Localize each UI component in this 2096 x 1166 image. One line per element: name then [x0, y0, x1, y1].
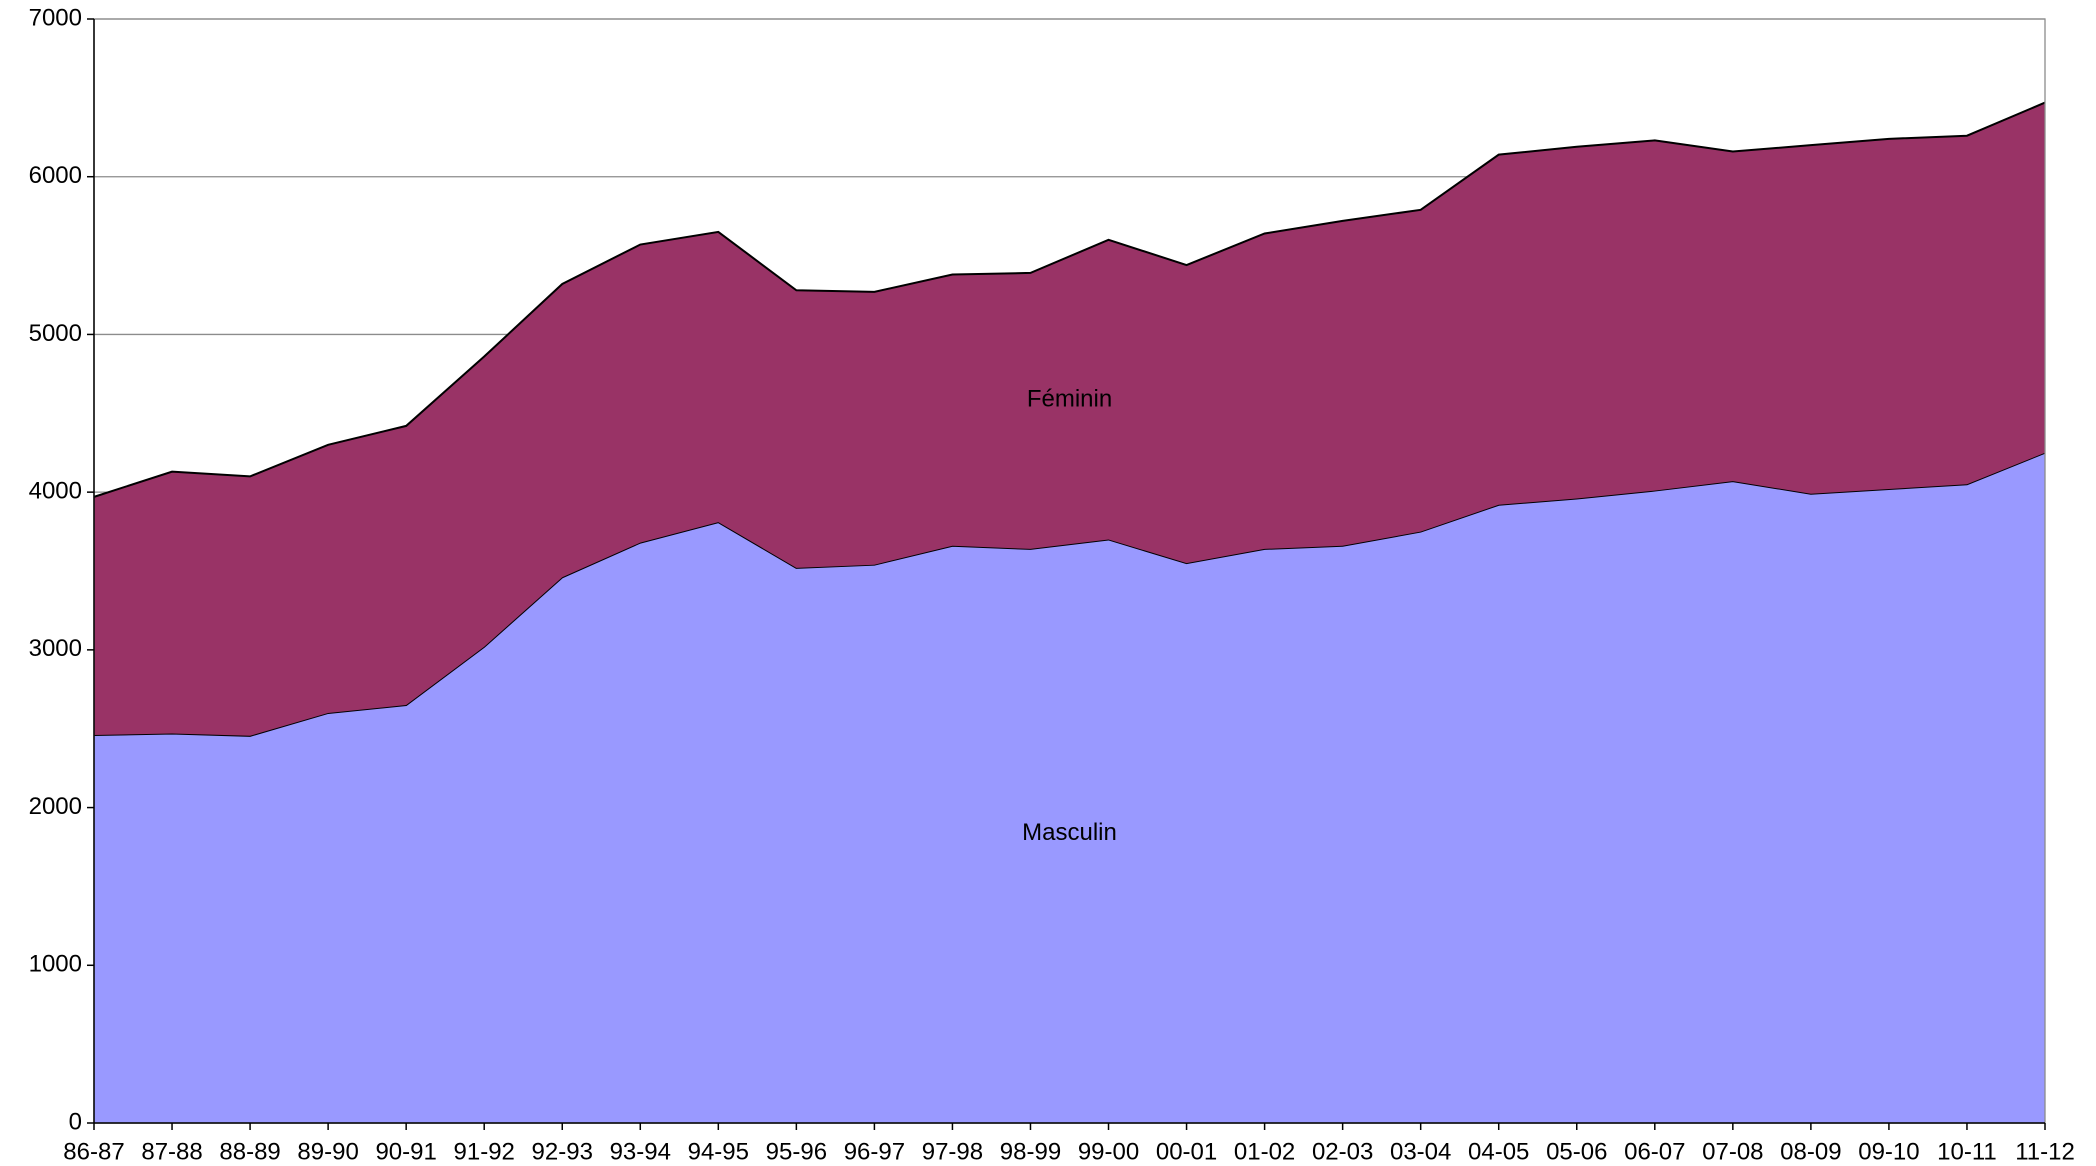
- x-tick-label: 03-04: [1390, 1138, 1451, 1165]
- area: [94, 102, 2045, 736]
- y-tick-label: 6000: [29, 162, 82, 189]
- area-edge: [93, 101, 2046, 498]
- y-tick-label: 7000: [29, 4, 82, 31]
- area: [94, 452, 2045, 1123]
- x-tick-label: 06-07: [1624, 1138, 1685, 1165]
- y-tick-label: 4000: [29, 477, 82, 504]
- x-tick-label: 05-06: [1546, 1138, 1607, 1165]
- x-tick-label: 92-93: [532, 1138, 593, 1165]
- x-tick-label: 04-05: [1468, 1138, 1529, 1165]
- x-tick-label: 87-88: [141, 1138, 202, 1165]
- x-tick-label: 01-02: [1234, 1138, 1295, 1165]
- series-label: Féminin: [1027, 386, 1112, 413]
- x-tick-label: 94-95: [688, 1138, 749, 1165]
- y-tick-label: 0: [69, 1108, 82, 1135]
- x-tick-label: 89-90: [297, 1138, 358, 1165]
- x-tick-label: 08-09: [1780, 1138, 1841, 1165]
- x-tick-label: 99-00: [1078, 1138, 1139, 1165]
- y-tick-label: 1000: [29, 951, 82, 978]
- x-tick-label: 96-97: [844, 1138, 905, 1165]
- x-tick-label: 07-08: [1702, 1138, 1763, 1165]
- x-tick-label: 02-03: [1312, 1138, 1373, 1165]
- x-tick-label: 10-11: [1937, 1138, 1997, 1165]
- x-tick-label: 86-87: [63, 1138, 124, 1165]
- x-tick-label: 93-94: [610, 1138, 671, 1165]
- y-tick-label: 5000: [29, 320, 82, 347]
- x-tick-label: 98-99: [1000, 1138, 1061, 1165]
- x-tick-label: 11-12: [2015, 1138, 2075, 1165]
- x-tick-label: 09-10: [1858, 1138, 1919, 1165]
- x-tick-label: 97-98: [922, 1138, 983, 1165]
- series-label: Masculin: [1022, 819, 1117, 846]
- y-tick-label: 3000: [29, 635, 82, 662]
- x-tick-label: 00-01: [1156, 1138, 1217, 1165]
- x-tick-label: 88-89: [219, 1138, 280, 1165]
- x-tick-label: 90-91: [375, 1138, 436, 1165]
- x-tick-label: 95-96: [766, 1138, 827, 1165]
- y-tick-label: 2000: [29, 793, 82, 820]
- x-tick-label: 91-92: [454, 1138, 515, 1165]
